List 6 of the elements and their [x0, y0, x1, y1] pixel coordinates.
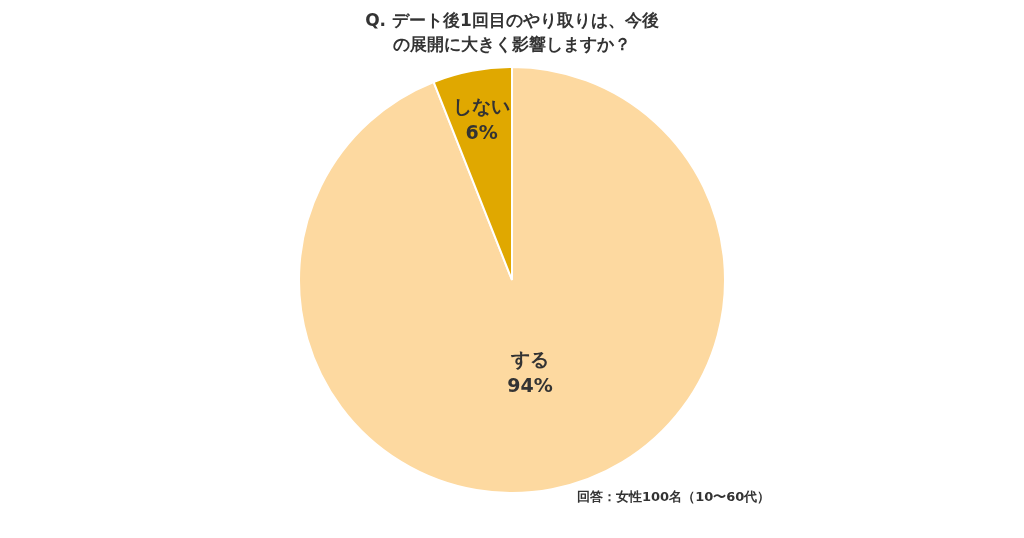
data-label: 94% [507, 374, 553, 397]
chart-title: Q. デート後1回目のやり取りは、今後の展開に大きく影響しますか？ [365, 10, 659, 55]
data-label: 6% [465, 120, 498, 143]
text: 回答：女性100名（10〜60代） [577, 489, 771, 505]
slice-label: する [509, 348, 549, 371]
slice-label: しない [453, 94, 511, 117]
